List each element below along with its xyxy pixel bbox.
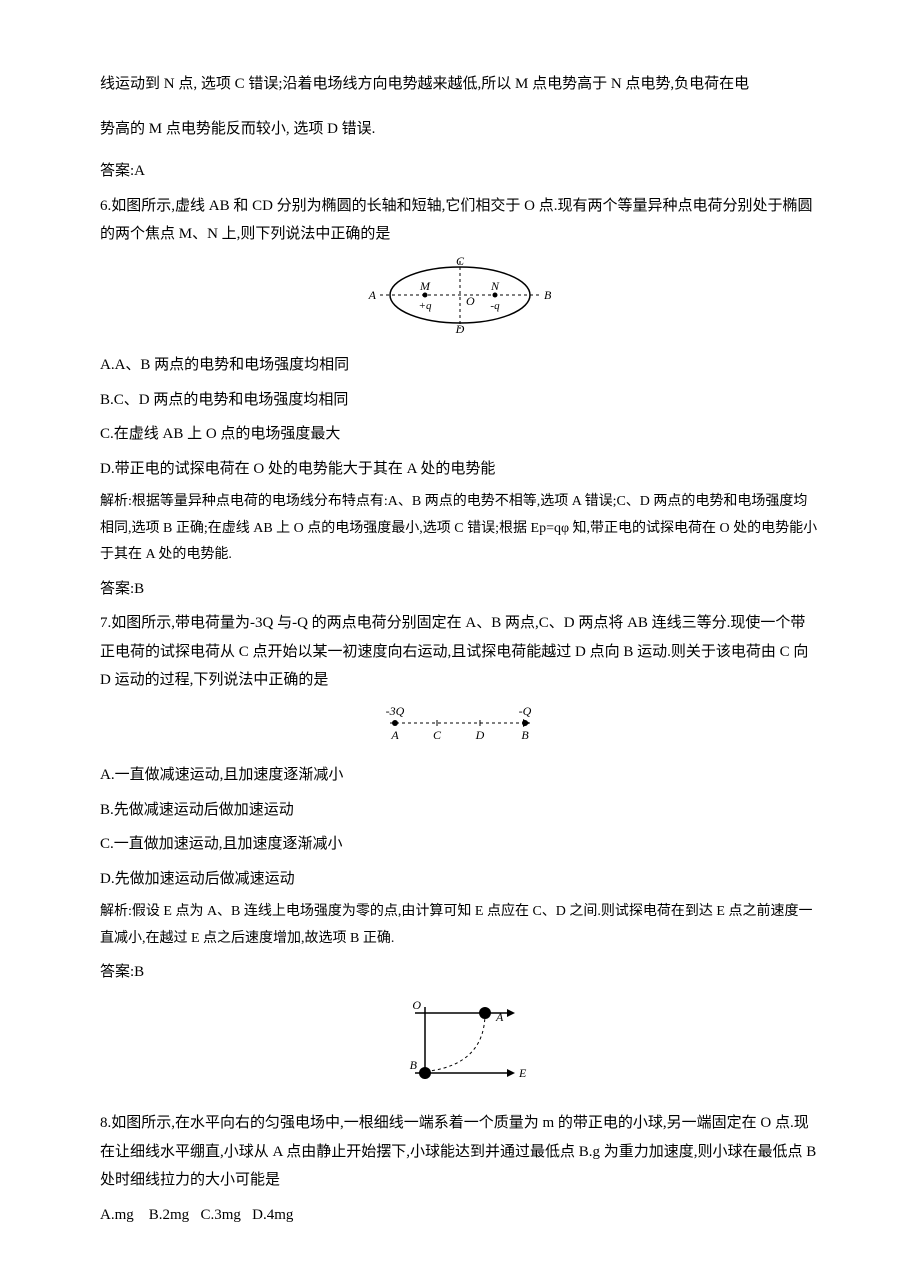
svg-text:O: O xyxy=(466,294,475,308)
q8-option-a: A.mg xyxy=(100,1207,134,1223)
continuation-text-line2: 势高的 M 点电势能反而较小, 选项 D 错误. xyxy=(100,115,820,144)
svg-text:C: C xyxy=(433,728,442,742)
q6-figure: A B C D M N O +q -q xyxy=(100,255,820,346)
q6-explanation: 解析:根据等量异种点电荷的电场线分布特点有:A、B 两点的电势不相等,选项 A … xyxy=(100,489,820,569)
svg-text:E: E xyxy=(518,1066,527,1080)
q6-explanation-text: 解析:根据等量异种点电荷的电场线分布特点有:A、B 两点的电势不相等,选项 A … xyxy=(100,494,817,562)
svg-text:D: D xyxy=(455,322,465,335)
q7-option-d: D.先做加速运动后做减速运动 xyxy=(100,865,820,894)
svg-text:+q: +q xyxy=(419,300,432,312)
q8-figure: O A B E xyxy=(100,993,820,1104)
q6-stem: 6.如图所示,虚线 AB 和 CD 分别为椭圆的长轴和短轴,它们相交于 O 点.… xyxy=(100,192,820,249)
pendulum-field-diagram: O A B E xyxy=(385,993,535,1093)
ellipse-diagram: A B C D M N O +q -q xyxy=(360,255,560,335)
q8-option-c: C.3mg xyxy=(200,1207,240,1223)
svg-text:-Q: -Q xyxy=(519,704,532,718)
q7-answer: 答案:B xyxy=(100,958,820,987)
svg-text:B: B xyxy=(521,728,529,742)
answer-5: 答案:A xyxy=(100,157,820,186)
q7-stem: 7.如图所示,带电荷量为-3Q 与-Q 的两点电荷分别固定在 A、B 两点,C、… xyxy=(100,609,820,695)
q6-answer: 答案:B xyxy=(100,575,820,604)
q6-option-d: D.带正电的试探电荷在 O 处的电势能大于其在 A 处的电势能 xyxy=(100,455,820,484)
q7-option-c: C.一直做加速运动,且加速度逐渐减小 xyxy=(100,830,820,859)
line-charge-diagram: -3Q -Q A C D B xyxy=(360,701,560,745)
q6-option-a: A.A、B 两点的电势和电场强度均相同 xyxy=(100,351,820,380)
q8-option-b: B.2mg xyxy=(149,1207,189,1223)
svg-text:B: B xyxy=(410,1058,418,1072)
q7-option-b: B.先做减速运动后做加速运动 xyxy=(100,796,820,825)
svg-text:A: A xyxy=(390,728,399,742)
svg-text:-q: -q xyxy=(490,300,500,312)
continuation-text-line1: 线运动到 N 点, 选项 C 错误;沿着电场线方向电势越来越低,所以 M 点电势… xyxy=(100,70,820,99)
q8-stem: 8.如图所示,在水平向右的匀强电场中,一根细线一端系着一个质量为 m 的带正电的… xyxy=(100,1109,820,1195)
q6-option-c: C.在虚线 AB 上 O 点的电场强度最大 xyxy=(100,420,820,449)
svg-text:B: B xyxy=(544,288,552,302)
document-page: 线运动到 N 点, 选项 C 错误;沿着电场线方向电势越来越低,所以 M 点电势… xyxy=(0,0,920,1285)
q7-figure: -3Q -Q A C D B xyxy=(100,701,820,756)
q6-option-b: B.C、D 两点的电势和电场强度均相同 xyxy=(100,386,820,415)
q7-option-a: A.一直做减速运动,且加速度逐渐减小 xyxy=(100,761,820,790)
svg-text:O: O xyxy=(412,998,421,1012)
svg-text:A: A xyxy=(495,1010,504,1024)
svg-text:D: D xyxy=(475,728,485,742)
q8-option-d: D.4mg xyxy=(252,1207,293,1223)
svg-text:M: M xyxy=(419,279,431,293)
svg-text:A: A xyxy=(368,288,377,302)
q8-options: A.mg B.2mg C.3mg D.4mg xyxy=(100,1201,820,1230)
q7-explanation: 解析:假设 E 点为 A、B 连线上电场强度为零的点,由计算可知 E 点应在 C… xyxy=(100,899,820,952)
svg-text:N: N xyxy=(490,279,500,293)
svg-text:-3Q: -3Q xyxy=(386,704,405,718)
svg-text:C: C xyxy=(456,255,465,268)
